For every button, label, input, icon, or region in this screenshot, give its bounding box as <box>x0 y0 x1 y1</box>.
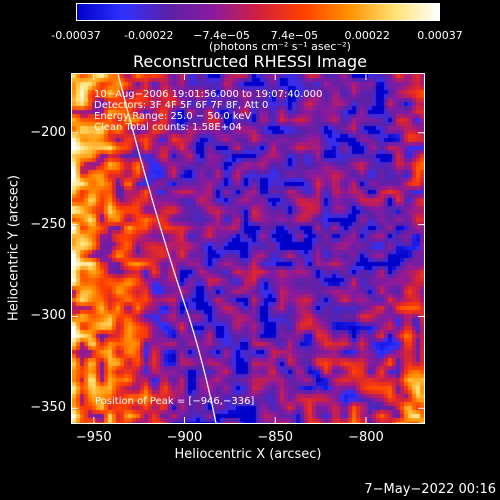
y-tick-label: −250 <box>30 216 66 232</box>
colorbar-tick-label: 0.00022 <box>344 29 390 42</box>
y-axis-label: Heliocentric Y (arcsec) <box>6 175 22 321</box>
peak-position: Position of Peak = [−946,−336] <box>95 396 255 407</box>
y-tick-label: −300 <box>30 308 66 324</box>
colorbar-tick-label: -0.00037 <box>51 29 101 42</box>
info-energy-range: Energy Range: 25.0 − 50.0 keV <box>94 111 252 122</box>
info-detectors: Detectors: 3F 4F 5F 6F 7F 8F, Att 0 <box>94 100 269 111</box>
y-tick-label: −200 <box>30 124 66 140</box>
info-clean-counts: Clean Total counts: 1.58E+04 <box>94 122 242 133</box>
colorbar-tick-label: −7.4e−05 <box>193 29 250 42</box>
info-time-range: 10−Aug−2006 19:01:56.000 to 19:07:40.000 <box>94 89 323 100</box>
heatmap-image <box>72 74 424 423</box>
colorbar-tick-label: 7.4e−05 <box>270 29 319 42</box>
x-tick-label: −800 <box>348 430 384 445</box>
datestamp: 7−May−2022 00:16 <box>364 482 496 497</box>
colorbar-tick-label: 0.00037 <box>417 29 463 42</box>
x-tick-label: −900 <box>166 430 203 445</box>
y-tick-label: −350 <box>30 400 66 416</box>
x-tick-label: −850 <box>257 430 294 445</box>
colorbar <box>76 3 440 21</box>
x-tick-label: −950 <box>75 430 112 445</box>
chart-title: Reconstructed RHESSI Image <box>133 52 367 71</box>
solar-limb-line <box>117 74 217 423</box>
colorbar-tick-label: -0.00022 <box>124 29 174 42</box>
x-axis-label: Heliocentric X (arcsec) <box>174 447 322 462</box>
plot-frame <box>71 73 425 424</box>
colorbar-units: (photons cm⁻² s⁻¹ asec⁻²) <box>209 40 351 53</box>
